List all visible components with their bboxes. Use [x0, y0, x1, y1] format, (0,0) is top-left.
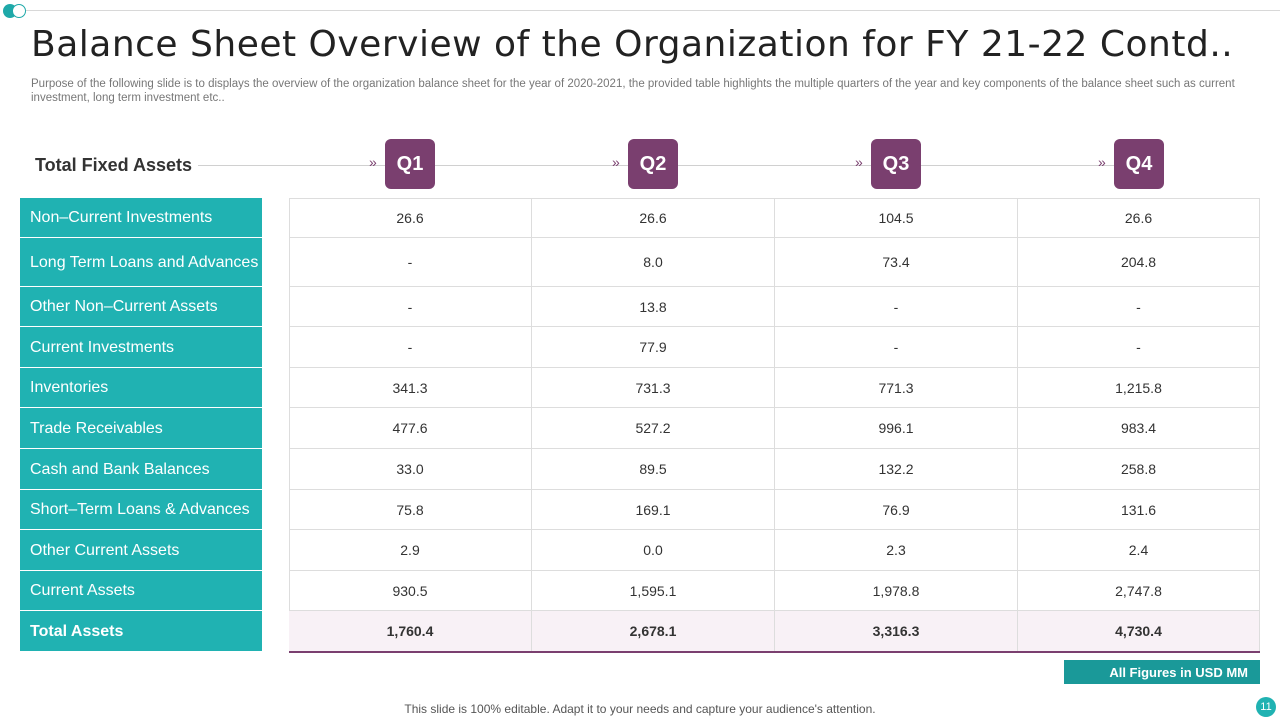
row-label: Current Assets — [20, 571, 262, 611]
table-cell: 73.4 — [775, 238, 1018, 287]
page-number: 11 — [1256, 697, 1276, 717]
chevron-right-icon: » — [1098, 154, 1106, 170]
table-bottom-border — [289, 651, 1260, 653]
table-cell: 477.6 — [289, 408, 532, 449]
table-cell: 76.9 — [775, 490, 1018, 530]
page-title: Balance Sheet Overview of the Organizati… — [31, 24, 1234, 65]
table-cell: 1,595.1 — [532, 571, 775, 611]
table-cell: 8.0 — [532, 238, 775, 287]
table-cell: 169.1 — [532, 490, 775, 530]
table-cell: 204.8 — [1018, 238, 1260, 287]
table-cell: 26.6 — [289, 198, 532, 238]
table-cell: 2,747.8 — [1018, 571, 1260, 611]
row-label: Other Non–Current Assets — [20, 287, 262, 327]
table-cell: 2.9 — [289, 530, 532, 571]
row-label: Non–Current Investments — [20, 198, 262, 238]
subtitle: Purpose of the following slide is to dis… — [31, 78, 1235, 104]
table-cell: - — [289, 238, 532, 287]
footer-text: This slide is 100% editable. Adapt it to… — [404, 702, 876, 716]
quarter-header-q2: Q2 — [628, 139, 678, 189]
table-cell: 527.2 — [532, 408, 775, 449]
table-cell: 930.5 — [289, 571, 532, 611]
toggle-icon — [3, 3, 27, 18]
table-cell: 771.3 — [775, 368, 1018, 408]
row-label: Current Investments — [20, 327, 262, 368]
table-cell: 26.6 — [1018, 198, 1260, 238]
table-cell: 2,678.1 — [532, 611, 775, 652]
table-cell: 258.8 — [1018, 449, 1260, 490]
table-cell: 131.6 — [1018, 490, 1260, 530]
table-cell: 2.3 — [775, 530, 1018, 571]
chevron-right-icon: » — [612, 154, 620, 170]
section-label: Total Fixed Assets — [35, 155, 193, 175]
table-cell: 731.3 — [532, 368, 775, 408]
row-label: Short–Term Loans & Advances — [20, 490, 262, 530]
table-cell: - — [289, 287, 532, 327]
quarter-header-q3: Q3 — [871, 139, 921, 189]
row-label: Cash and Bank Balances — [20, 449, 262, 490]
table-cell: 1,215.8 — [1018, 368, 1260, 408]
table-cell: 996.1 — [775, 408, 1018, 449]
quarter-header-q1: Q1 — [385, 139, 435, 189]
table-cell: - — [1018, 287, 1260, 327]
units-note: All Figures in USD MM — [1064, 660, 1260, 684]
table-cell: - — [775, 327, 1018, 368]
table-cell: 89.5 — [532, 449, 775, 490]
table-cell: 983.4 — [1018, 408, 1260, 449]
table-cell: 341.3 — [289, 368, 532, 408]
table-cell: 75.8 — [289, 490, 532, 530]
row-label: Inventories — [20, 368, 262, 408]
chevron-right-icon: » — [855, 154, 863, 170]
table-cell: 26.6 — [532, 198, 775, 238]
table-cell: 13.8 — [532, 287, 775, 327]
row-label: Long Term Loans and Advances — [20, 238, 262, 287]
row-label: Total Assets — [20, 611, 262, 652]
table-cell: 33.0 — [289, 449, 532, 490]
table-cell: - — [289, 327, 532, 368]
table-cell: 132.2 — [775, 449, 1018, 490]
table-cell: 1,760.4 — [289, 611, 532, 652]
chevron-right-icon: » — [369, 154, 377, 170]
table-cell: 77.9 — [532, 327, 775, 368]
table-cell: 4,730.4 — [1018, 611, 1260, 652]
table-cell: 104.5 — [775, 198, 1018, 238]
table-cell: 3,316.3 — [775, 611, 1018, 652]
table-cell: - — [1018, 327, 1260, 368]
top-divider — [26, 10, 1280, 11]
row-label: Other Current Assets — [20, 530, 262, 571]
table-cell: 2.4 — [1018, 530, 1260, 571]
table-cell: - — [775, 287, 1018, 327]
row-label: Trade Receivables — [20, 408, 262, 449]
table-cell: 1,978.8 — [775, 571, 1018, 611]
table-cell: 0.0 — [532, 530, 775, 571]
quarter-header-q4: Q4 — [1114, 139, 1164, 189]
